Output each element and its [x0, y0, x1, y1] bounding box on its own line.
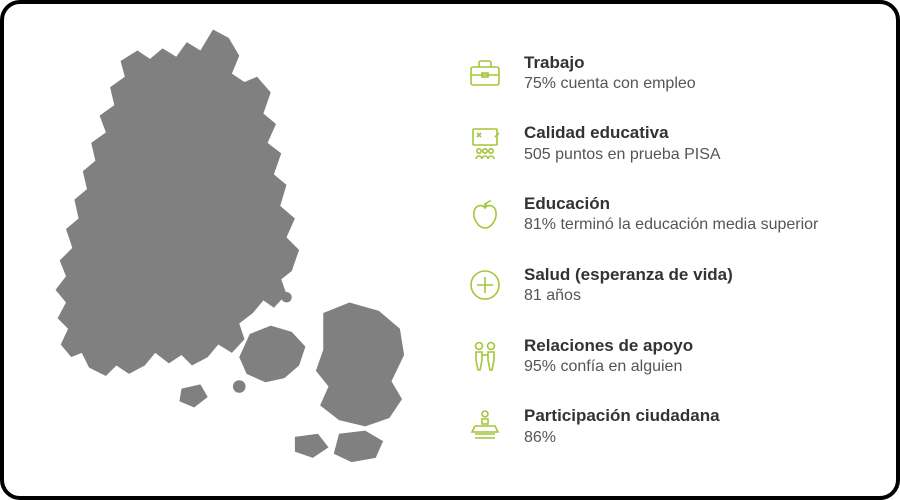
stat-title: Educación — [524, 193, 818, 214]
presentation-icon — [464, 122, 506, 164]
stat-text: Educación 81% terminó la educación media… — [524, 193, 818, 236]
stat-value: 81 años — [524, 286, 733, 307]
stat-value: 81% terminó la educación media superior — [524, 215, 818, 236]
stat-text: Trabajo 75% cuenta con empleo — [524, 52, 696, 95]
stat-educacion: Educación 81% terminó la educación media… — [464, 193, 876, 236]
map-panel — [4, 4, 464, 496]
stat-title: Calidad educativa — [524, 122, 721, 143]
podium-icon — [464, 405, 506, 447]
stat-title: Salud (esperanza de vida) — [524, 264, 733, 285]
infographic-card: Trabajo 75% cuenta con empleo Calidad ed… — [0, 0, 900, 500]
stat-title: Trabajo — [524, 52, 696, 73]
people-pair-icon — [464, 335, 506, 377]
stat-relaciones: Relaciones de apoyo 95% confía en alguie… — [464, 335, 876, 378]
stat-participacion: Participación ciudadana 86% — [464, 405, 876, 448]
medical-cross-icon — [464, 264, 506, 306]
stat-text: Relaciones de apoyo 95% confía en alguie… — [524, 335, 693, 378]
stat-text: Calidad educativa 505 puntos en prueba P… — [524, 122, 721, 165]
stat-title: Relaciones de apoyo — [524, 335, 693, 356]
stat-calidad-educativa: Calidad educativa 505 puntos en prueba P… — [464, 122, 876, 165]
stat-salud: Salud (esperanza de vida) 81 años — [464, 264, 876, 307]
stat-text: Salud (esperanza de vida) 81 años — [524, 264, 733, 307]
denmark-map — [24, 19, 444, 481]
stat-value: 86% — [524, 428, 720, 449]
stat-trabajo: Trabajo 75% cuenta con empleo — [464, 52, 876, 95]
stat-value: 75% cuenta con empleo — [524, 74, 696, 95]
stats-panel: Trabajo 75% cuenta con empleo Calidad ed… — [464, 4, 896, 496]
stat-text: Participación ciudadana 86% — [524, 405, 720, 448]
stat-value: 95% confía en alguien — [524, 357, 693, 378]
stat-title: Participación ciudadana — [524, 405, 720, 426]
stat-value: 505 puntos en prueba PISA — [524, 145, 721, 166]
apple-icon — [464, 193, 506, 235]
briefcase-icon — [464, 52, 506, 94]
